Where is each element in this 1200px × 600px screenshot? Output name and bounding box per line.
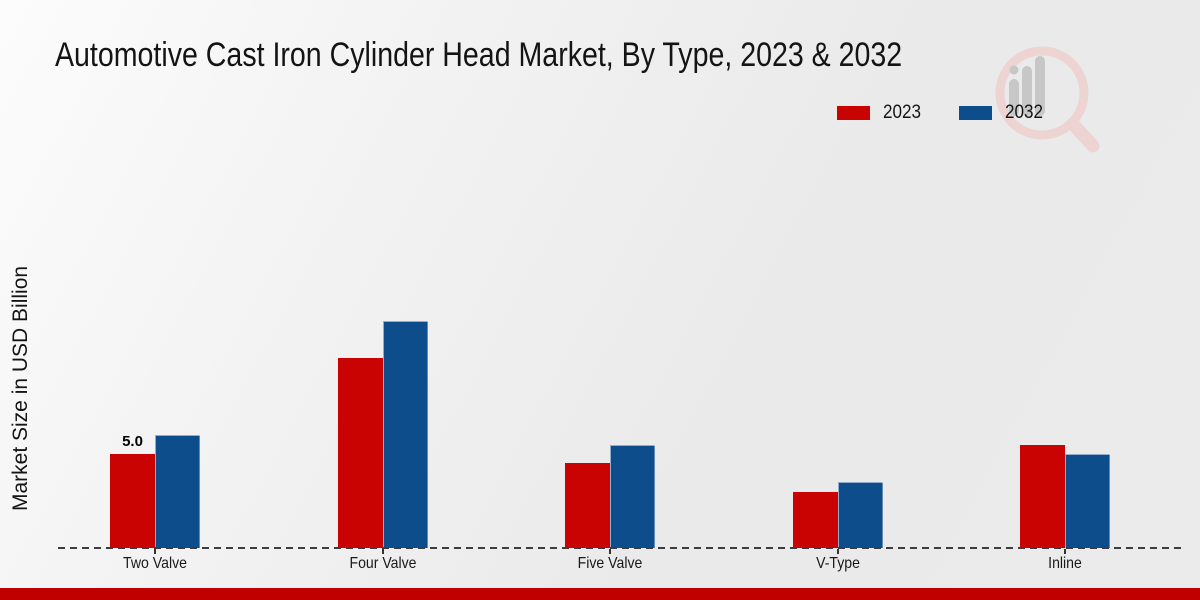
bar-2023-inline bbox=[1020, 445, 1065, 548]
legend-item-2023: 2023 bbox=[837, 102, 925, 124]
bar-2023-two-valve bbox=[110, 454, 155, 548]
legend: 2023 2032 bbox=[837, 102, 1048, 124]
x-axis-label-inline: Inline bbox=[1048, 555, 1082, 572]
x-axis-tick-two-valve bbox=[154, 549, 156, 554]
x-axis-label-two-valve: Two Valve bbox=[123, 555, 187, 572]
footer-accent-bar bbox=[0, 588, 1200, 600]
magnifier-bar-chart-icon bbox=[995, 46, 1100, 153]
bar-2032-two-valve bbox=[155, 435, 200, 548]
legend-swatch-2023 bbox=[837, 106, 870, 120]
x-axis-label-four-valve: Four Valve bbox=[348, 555, 417, 572]
bar-2032-four-valve bbox=[382, 321, 428, 548]
x-axis-tick-v-type bbox=[836, 549, 839, 554]
x-axis-label-five-valve: Five Valve bbox=[577, 555, 643, 572]
data-label-2023-two-valve: 5.0 bbox=[122, 433, 143, 450]
x-axis-tick-five-valve bbox=[609, 549, 611, 554]
bar-2023-five-valve bbox=[565, 463, 610, 548]
legend-label-2023: 2023 bbox=[883, 102, 922, 123]
x-axis-tick-four-valve bbox=[381, 549, 384, 554]
bar-2032-five-valve bbox=[610, 445, 655, 548]
x-axis-baseline bbox=[58, 547, 1182, 549]
bar-2032-inline bbox=[1065, 454, 1110, 548]
legend-label-2032: 2032 bbox=[1005, 102, 1044, 123]
chart-title: Automotive Cast Iron Cylinder Head Marke… bbox=[55, 36, 903, 74]
x-axis-label-v-type: V-Type bbox=[815, 555, 860, 572]
legend-swatch-2032 bbox=[959, 106, 993, 120]
x-axis-tick-inline bbox=[1064, 549, 1066, 554]
bar-2023-v-type bbox=[792, 492, 838, 548]
watermark-logo bbox=[995, 44, 1105, 171]
bar-2023-four-valve bbox=[337, 358, 383, 548]
legend-item-2032: 2032 bbox=[959, 102, 1047, 124]
bar-2032-v-type bbox=[837, 482, 883, 548]
